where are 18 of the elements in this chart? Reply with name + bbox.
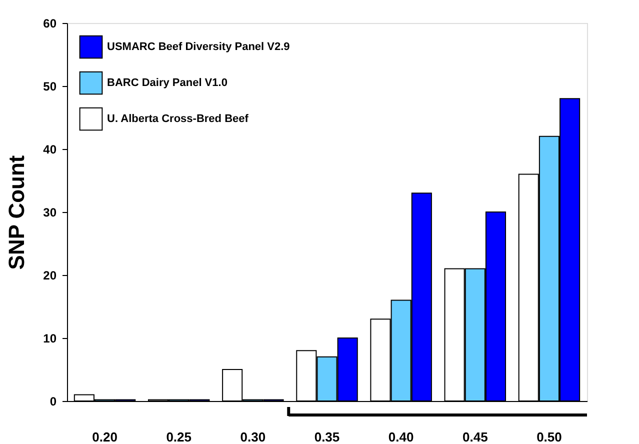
x-tick-label: 0.40 <box>388 430 414 444</box>
x-tick-label: 0.50 <box>536 430 562 444</box>
x-tick-label: 0.20 <box>92 430 118 444</box>
x-tick-label: 0.35 <box>314 430 340 444</box>
y-tick-label: 0 <box>50 394 57 408</box>
y-tick-label: 40 <box>43 142 57 156</box>
x-tick-label: 0.30 <box>240 430 266 444</box>
y-tick-label: 60 <box>43 16 57 30</box>
y-tick-label: 10 <box>43 332 57 346</box>
legend-label: USMARC Beef Diversity Panel V2.9 <box>107 41 290 53</box>
x-tick-label: 0.45 <box>462 430 488 444</box>
y-tick-label: 50 <box>43 80 57 94</box>
legend-label: U. Alberta Cross-Bred Beef <box>107 113 249 125</box>
legend-label: BARC Dairy Panel V1.0 <box>107 77 228 89</box>
y-axis-title: SNP Count <box>4 154 30 270</box>
y-tick-label: 30 <box>43 206 57 220</box>
x-tick-label: 0.25 <box>166 430 192 444</box>
y-tick-label: 20 <box>43 268 57 282</box>
